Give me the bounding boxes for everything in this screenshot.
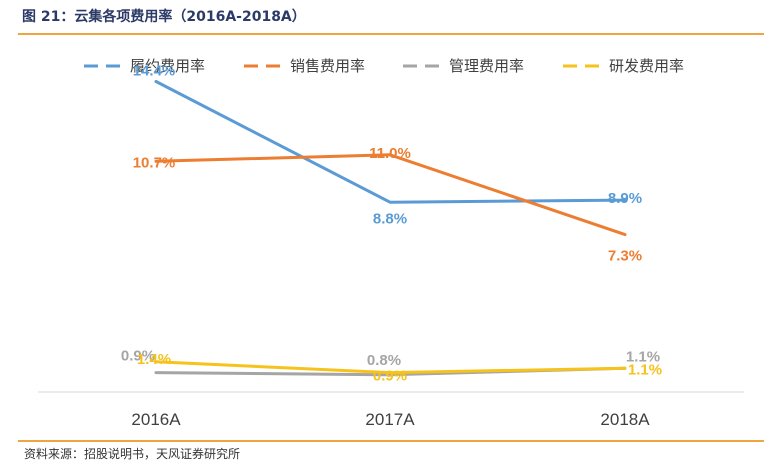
legend-label-3: 管理费用率: [449, 57, 524, 75]
figure-title: 图 21：云集各项费用率（2016A-2018A）: [22, 9, 306, 25]
x-tick-2017A: 2017A: [365, 410, 415, 429]
data-label-s1-2016A: 14.4%: [133, 63, 176, 80]
series-line-4: [154, 360, 627, 375]
legend-label-1: 履约费用率: [130, 57, 205, 75]
data-label-s2-2018A: 7.3%: [608, 248, 642, 265]
data-labels: 14.4%8.8%8.9%10.7%11.0%7.3%0.9% 0.8% 1.1%1…: [121, 63, 662, 385]
data-label-s1-2017A: 8.8%: [373, 210, 407, 227]
data-label-s3-2018A: 1.1%: [626, 348, 660, 365]
series-line-2: [154, 153, 627, 237]
data-label-s2-2016A: 10.7%: [133, 154, 176, 171]
data-label-s4-2018A: 1.1%: [628, 361, 662, 378]
data-label-s4-2016A: 1.4%: [137, 351, 171, 368]
title-divider: [18, 33, 764, 35]
data-label-s4-2017A: 0.9%: [373, 368, 407, 385]
series-line-1: [154, 80, 627, 204]
x-tick-2016A: 2016A: [131, 410, 181, 429]
chart-legend: 履约费用率 销售费用率 管理费用率 研发费用率: [84, 57, 684, 75]
line-chart: 履约费用率 销售费用率 管理费用率 研发费用率 2016A 2017A 2018A 14.…: [38, 57, 744, 429]
data-label-s3-2016A: 0.9%: [121, 348, 155, 365]
series-lines: [154, 80, 627, 377]
data-label-s3-2017A: 0.8%: [367, 352, 401, 369]
footer-divider: [18, 440, 764, 442]
source-note: 资料来源：招股说明书，天风证券研究所: [24, 447, 241, 461]
data-label-s2-2017A: 11.0%: [369, 145, 411, 162]
legend-label-2: 销售费用率: [290, 57, 365, 75]
x-axis-ticks: 2016A 2017A 2018A: [131, 410, 650, 429]
x-tick-2018A: 2018A: [600, 410, 650, 429]
data-label-s1-2018A: 8.9%: [608, 190, 642, 207]
legend-label-4: 研发费用率: [609, 57, 684, 75]
